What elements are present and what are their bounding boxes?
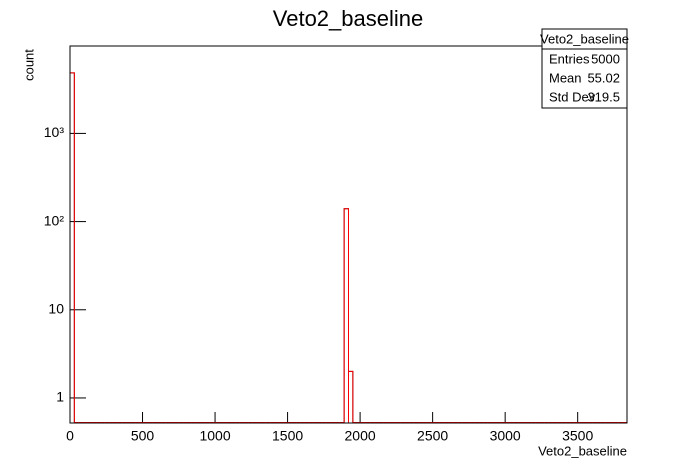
y-tick-label: 10² <box>44 212 65 228</box>
stats-label: Std Dev <box>549 89 596 104</box>
stats-box: Veto2_baseline Entries 5000 Mean 55.02 Std D… <box>540 28 629 109</box>
stats-value: 5000 <box>591 51 620 66</box>
stats-label: Mean <box>549 70 582 85</box>
stats-frame <box>541 28 628 109</box>
x-axis-label: Veto2_baseline <box>538 443 627 458</box>
stats-title: Veto2_baseline <box>540 31 629 46</box>
x-tick-label: 1500 <box>272 428 303 444</box>
y-tick-label: 1 <box>56 389 64 405</box>
stats-label: Entries <box>549 51 590 66</box>
stats-value: 319.5 <box>587 89 620 104</box>
x-tick-label: 0 <box>66 428 74 444</box>
x-tick-label: 1000 <box>199 428 230 444</box>
stats-value: 55.02 <box>587 70 620 85</box>
chart-title: Veto2_baseline <box>273 6 423 31</box>
x-tick-label: 3500 <box>562 428 593 444</box>
x-tick-label: 3000 <box>490 428 521 444</box>
frame <box>69 45 628 424</box>
y-tick-label: 10³ <box>44 124 65 140</box>
x-tick-label: 2000 <box>345 428 376 444</box>
bar-outline <box>348 370 354 423</box>
x-tick-label: 2500 <box>417 428 448 444</box>
bar-outline <box>343 208 349 423</box>
y-tick-label: 10 <box>48 300 64 316</box>
x-tick-label: 500 <box>131 428 155 444</box>
y-axis-label: count <box>21 49 36 81</box>
